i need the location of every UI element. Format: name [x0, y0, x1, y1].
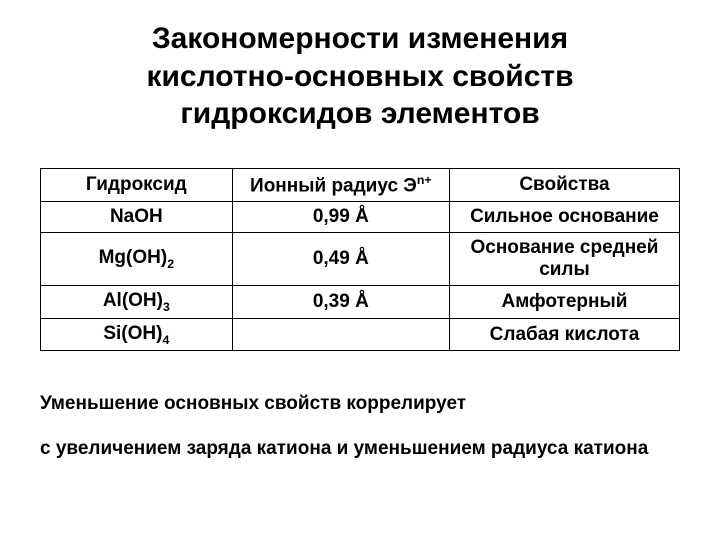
cell-hydroxide: Si(OH)4 [41, 318, 233, 351]
table-row: NaOH0,99 ÅСильное основание [41, 201, 680, 232]
table-row: Al(OH)30,39 ÅАмфотерный [41, 285, 680, 318]
title-line-1: Закономерности изменения [152, 22, 568, 55]
cell-property: Основание средней силы [449, 232, 679, 285]
cell-radius: 0,99 Å [232, 201, 449, 232]
table-row: Mg(OH)20,49 ÅОснование средней силы [41, 232, 680, 285]
hydroxide-table: Гидроксид Ионный радиус Эn+ Свойства NaO… [40, 168, 680, 352]
cell-property: Сильное основание [449, 201, 679, 232]
cell-hydroxide: Al(OH)3 [41, 285, 233, 318]
table-body: NaOH0,99 ÅСильное основаниеMg(OH)20,49 Å… [41, 201, 680, 351]
cell-radius [232, 318, 449, 351]
cell-hydroxide: NaOH [41, 201, 233, 232]
table-row: Si(OH)4 Слабая кислота [41, 318, 680, 351]
header-property: Свойства [449, 168, 679, 201]
note-line-1: Уменьшение основных свойств коррелирует [40, 391, 680, 418]
title-line-2: кислотно-основных свойств [146, 60, 573, 93]
cell-property: Слабая кислота [449, 318, 679, 351]
header-radius: Ионный радиус Эn+ [232, 168, 449, 201]
slide-title: Закономерности изменения кислотно-основн… [40, 20, 680, 133]
cell-property: Амфотерный [449, 285, 679, 318]
table-header-row: Гидроксид Ионный радиус Эn+ Свойства [41, 168, 680, 201]
cell-hydroxide: Mg(OH)2 [41, 232, 233, 285]
cell-radius: 0,49 Å [232, 232, 449, 285]
header-hydroxide: Гидроксид [41, 168, 233, 201]
note-line-2: с увеличением заряда катиона и уменьшени… [40, 436, 680, 463]
cell-radius: 0,39 Å [232, 285, 449, 318]
title-line-3: гидроксидов элементов [180, 97, 539, 130]
